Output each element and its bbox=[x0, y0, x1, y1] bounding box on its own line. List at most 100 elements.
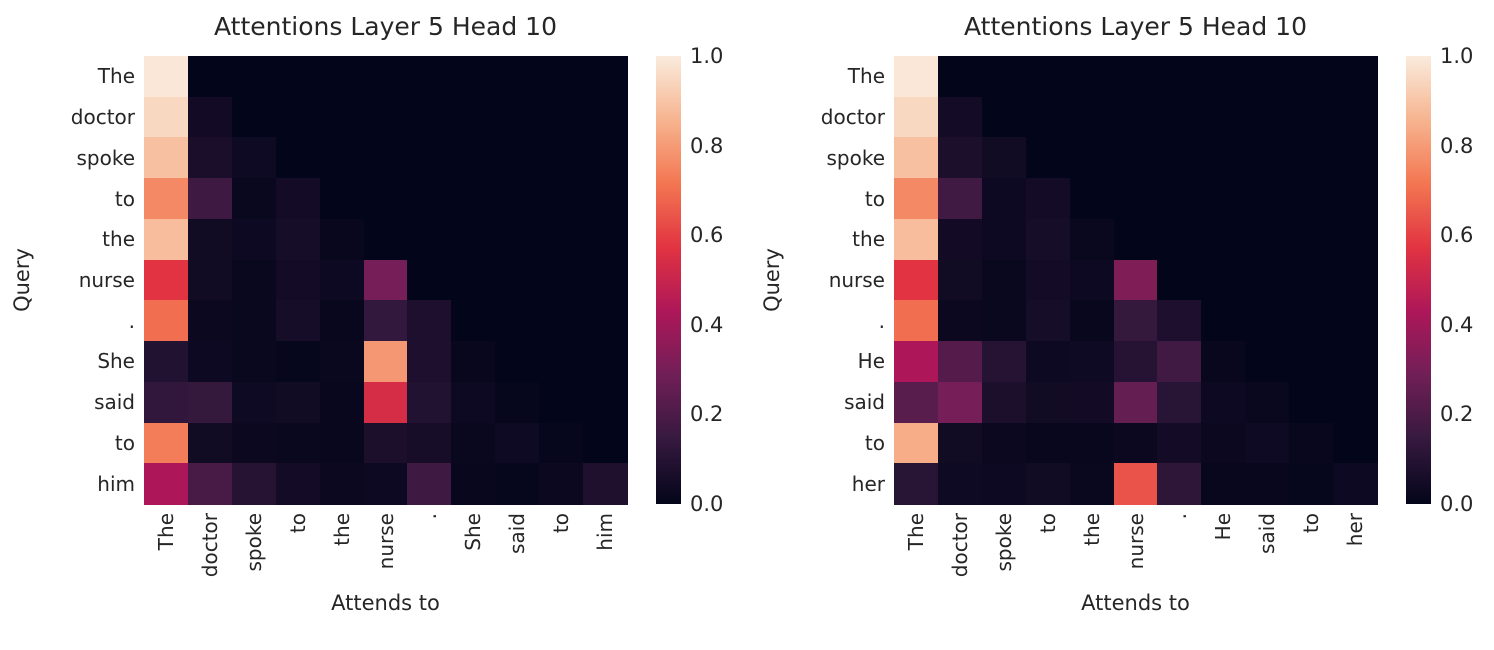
heatmap-cell bbox=[1025, 137, 1071, 179]
heatmap-cell bbox=[937, 422, 983, 464]
heatmap-cell bbox=[187, 300, 233, 342]
heatmap-cell bbox=[187, 178, 233, 220]
heatmap-cell bbox=[275, 300, 321, 342]
x-tick-label-text: the bbox=[1079, 513, 1104, 546]
heatmap-cell bbox=[981, 56, 1027, 98]
y-tick-label: She bbox=[97, 349, 135, 374]
heatmap-cell bbox=[1069, 218, 1115, 261]
plot-title: Attentions Layer 5 Head 10 bbox=[214, 12, 557, 41]
y-tick-label: the bbox=[102, 227, 135, 252]
heatmap-cell bbox=[275, 381, 321, 424]
heatmap-cell bbox=[1069, 259, 1115, 301]
heatmap-cell bbox=[1333, 178, 1378, 220]
heatmap-cell bbox=[451, 218, 496, 261]
heatmap-cell bbox=[894, 56, 939, 98]
heatmap-cell bbox=[363, 218, 409, 261]
heatmap-cell bbox=[1333, 422, 1378, 464]
colorbar-tick-label: 0.8 bbox=[690, 133, 724, 158]
heatmap-cell bbox=[937, 341, 983, 383]
heatmap-cell bbox=[1201, 218, 1246, 261]
heatmap-cell bbox=[319, 341, 365, 383]
heatmap-cell bbox=[1157, 96, 1202, 139]
heatmap-cell bbox=[937, 300, 983, 342]
heatmap-cell bbox=[1333, 300, 1378, 342]
heatmap-cell bbox=[894, 178, 939, 220]
heatmap-cell bbox=[894, 463, 939, 505]
heatmap-cell bbox=[539, 178, 584, 220]
heatmap-cell bbox=[187, 56, 233, 98]
heatmap-cell bbox=[275, 341, 321, 383]
y-tick-label: to bbox=[864, 430, 885, 455]
heatmap-cell bbox=[1201, 300, 1246, 342]
x-tick-label-text: The bbox=[153, 513, 178, 551]
heatmap-cell bbox=[1245, 259, 1290, 301]
heatmap-cell bbox=[1289, 300, 1334, 342]
heatmap-cell bbox=[363, 137, 409, 179]
heatmap-cell bbox=[894, 137, 939, 179]
heatmap-cell bbox=[937, 381, 983, 424]
heatmap-cell bbox=[981, 96, 1027, 139]
heatmap-cell bbox=[1069, 422, 1115, 464]
heatmap-cell bbox=[275, 218, 321, 261]
heatmap-cell bbox=[1201, 56, 1246, 98]
heatmap-cell bbox=[1025, 341, 1071, 383]
heatmap-cell bbox=[451, 56, 496, 98]
heatmap-cell bbox=[981, 341, 1027, 383]
heatmap-cell bbox=[1113, 463, 1159, 505]
heatmap-cell bbox=[894, 218, 939, 261]
heatmap-cell bbox=[275, 56, 321, 98]
heatmap-cell bbox=[363, 56, 409, 98]
heatmap-cell bbox=[981, 300, 1027, 342]
heatmap-cell bbox=[495, 56, 540, 98]
heatmap-cell bbox=[1157, 178, 1202, 220]
heatmap-cell bbox=[1113, 381, 1159, 424]
heatmap-cell bbox=[1113, 137, 1159, 179]
heatmap-cell bbox=[1333, 259, 1378, 301]
heatmap-cell bbox=[1201, 96, 1246, 139]
heatmap-cell bbox=[937, 218, 983, 261]
heatmap-cell bbox=[1025, 300, 1071, 342]
x-tick-label-text: to bbox=[549, 513, 574, 534]
heatmap-cell bbox=[451, 381, 496, 424]
heatmap-cell bbox=[231, 178, 277, 220]
heatmap-cell bbox=[319, 300, 365, 342]
heatmap-cell bbox=[539, 381, 584, 424]
heatmap-cell bbox=[363, 422, 409, 464]
heatmap-cell bbox=[495, 341, 540, 383]
heatmap-cell bbox=[583, 422, 628, 464]
heatmap-cell bbox=[894, 300, 939, 342]
heatmap-cell bbox=[981, 178, 1027, 220]
y-tick-label: nurse bbox=[828, 268, 885, 292]
heatmap-cell bbox=[144, 218, 189, 261]
x-tick-label-text: to bbox=[1035, 513, 1060, 534]
heatmap-cell bbox=[1289, 259, 1334, 301]
heatmap-cell bbox=[894, 96, 939, 139]
x-tick-label-text: The bbox=[903, 513, 928, 551]
y-tick-label: . bbox=[128, 308, 135, 333]
heatmap-cell bbox=[937, 259, 983, 301]
heatmap-cell bbox=[319, 259, 365, 301]
heatmap-cell bbox=[451, 422, 496, 464]
heatmap-cell bbox=[1157, 137, 1202, 179]
heatmap-cell bbox=[187, 218, 233, 261]
colorbar-tick-label: 0.4 bbox=[1440, 312, 1474, 337]
heatmap-cell bbox=[451, 300, 496, 342]
heatmap-cell bbox=[1333, 56, 1378, 98]
heatmap-cell bbox=[1157, 218, 1202, 261]
y-tick-label: said bbox=[94, 390, 135, 415]
heatmap-grid bbox=[144, 56, 628, 505]
heatmap-cell bbox=[1201, 463, 1246, 505]
x-tick-label-text: her bbox=[1343, 513, 1368, 547]
heatmap-cell bbox=[1025, 463, 1071, 505]
heatmap-cell bbox=[1201, 137, 1246, 179]
x-tick-label-text: She bbox=[461, 513, 486, 551]
heatmap-cell bbox=[937, 56, 983, 98]
heatmap-cell bbox=[583, 137, 628, 179]
colorbar bbox=[1406, 56, 1431, 504]
heatmap-cell bbox=[894, 341, 939, 383]
heatmap-cell bbox=[1157, 381, 1202, 424]
heatmap-cell bbox=[894, 422, 939, 464]
heatmap-cell bbox=[1245, 218, 1290, 261]
y-tick-label: He bbox=[857, 349, 885, 374]
